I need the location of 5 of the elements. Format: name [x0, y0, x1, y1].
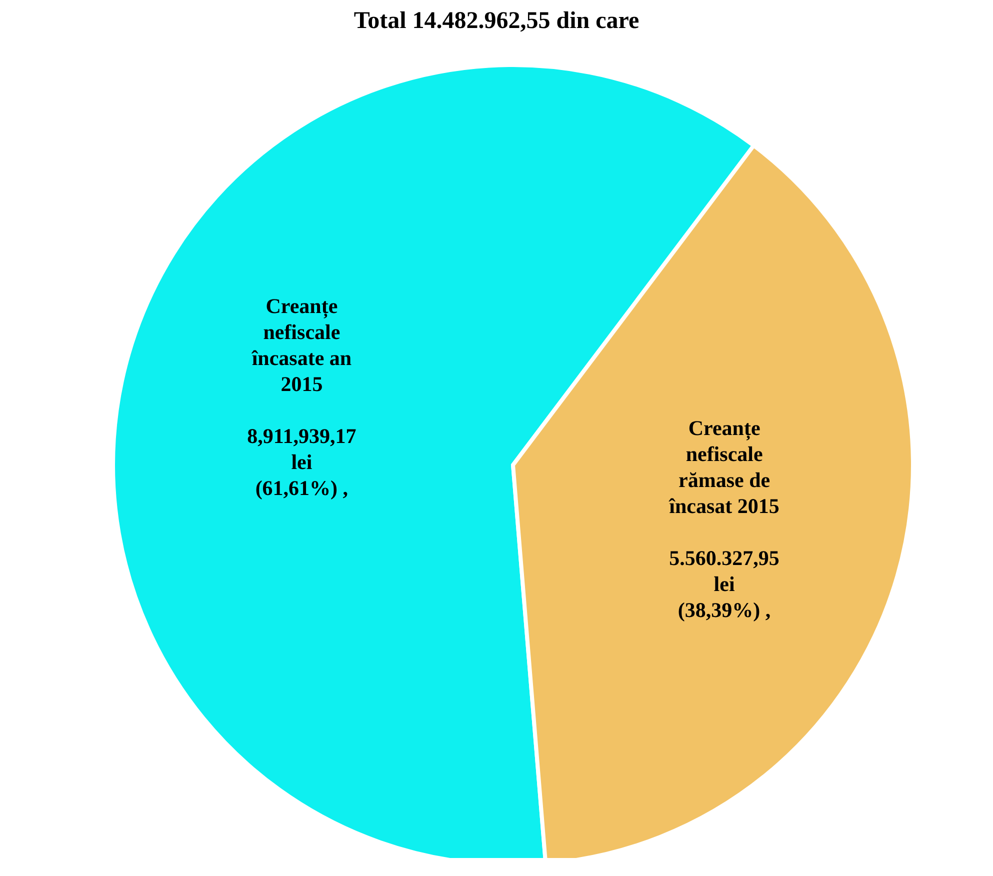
slice-label: Creanțe nefiscale rămase de încasat 2015: [668, 416, 780, 518]
data-label: 5.560.327,95 lei (38,39%) ,: [669, 546, 780, 622]
data-label: 8,911,939,17 lei (61,61%) ,: [247, 424, 356, 500]
slice-label: Creanțe nefiscale încasate an 2015: [250, 294, 352, 396]
chart-title: Total 14.482.962,55 din care: [352, 8, 640, 36]
